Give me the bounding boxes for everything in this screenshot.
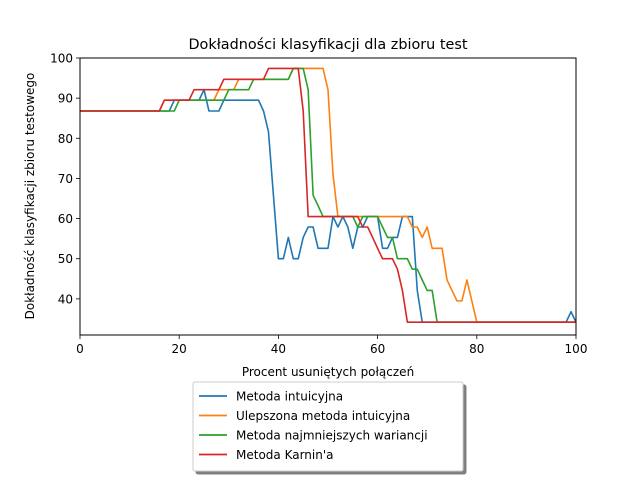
chart-title: Dokładności klasyfikacji dla zbioru test [188,37,467,53]
series-line-0 [80,88,576,324]
series-line-1 [80,67,576,323]
x-tick-label: 100 [565,342,588,356]
x-axis-label: Procent usuniętych połączeń [242,365,414,379]
y-axis-label: Dokładność klasyfikacji zbioru testowego [23,73,37,320]
y-tick-label: 60 [58,212,73,226]
x-tick-label: 20 [172,342,187,356]
series-layer [80,67,576,324]
series-line-2 [80,67,576,323]
series-line-3 [80,67,576,323]
x-tick-label: 60 [370,342,385,356]
y-tick-label: 70 [58,172,73,186]
x-axis: 0 20 40 60 80 100 [76,335,587,356]
legend-box [192,381,464,472]
x-tick-label: 80 [469,342,484,356]
legend: Metoda intuicyjna Ulepszona metoda intuic… [192,381,464,472]
legend-label-3: Metoda Karnin'a [236,448,334,462]
y-tick-label: 50 [58,252,73,266]
legend-label-0: Metoda intuicyjna [236,390,343,404]
x-tick-label: 40 [271,342,286,356]
plot-frame [79,57,577,336]
legend-label-1: Ulepszona metoda intuicyjna [236,409,410,423]
x-tick-label: 0 [76,342,84,356]
y-tick-label: 40 [58,292,73,306]
y-tick-label: 90 [58,92,73,106]
legend-label-2: Metoda najmniejszych wariancji [236,429,428,443]
y-tick-label: 80 [58,132,73,146]
y-axis: 40 50 60 70 80 90 100 [50,52,80,306]
y-tick-label: 100 [50,52,73,66]
